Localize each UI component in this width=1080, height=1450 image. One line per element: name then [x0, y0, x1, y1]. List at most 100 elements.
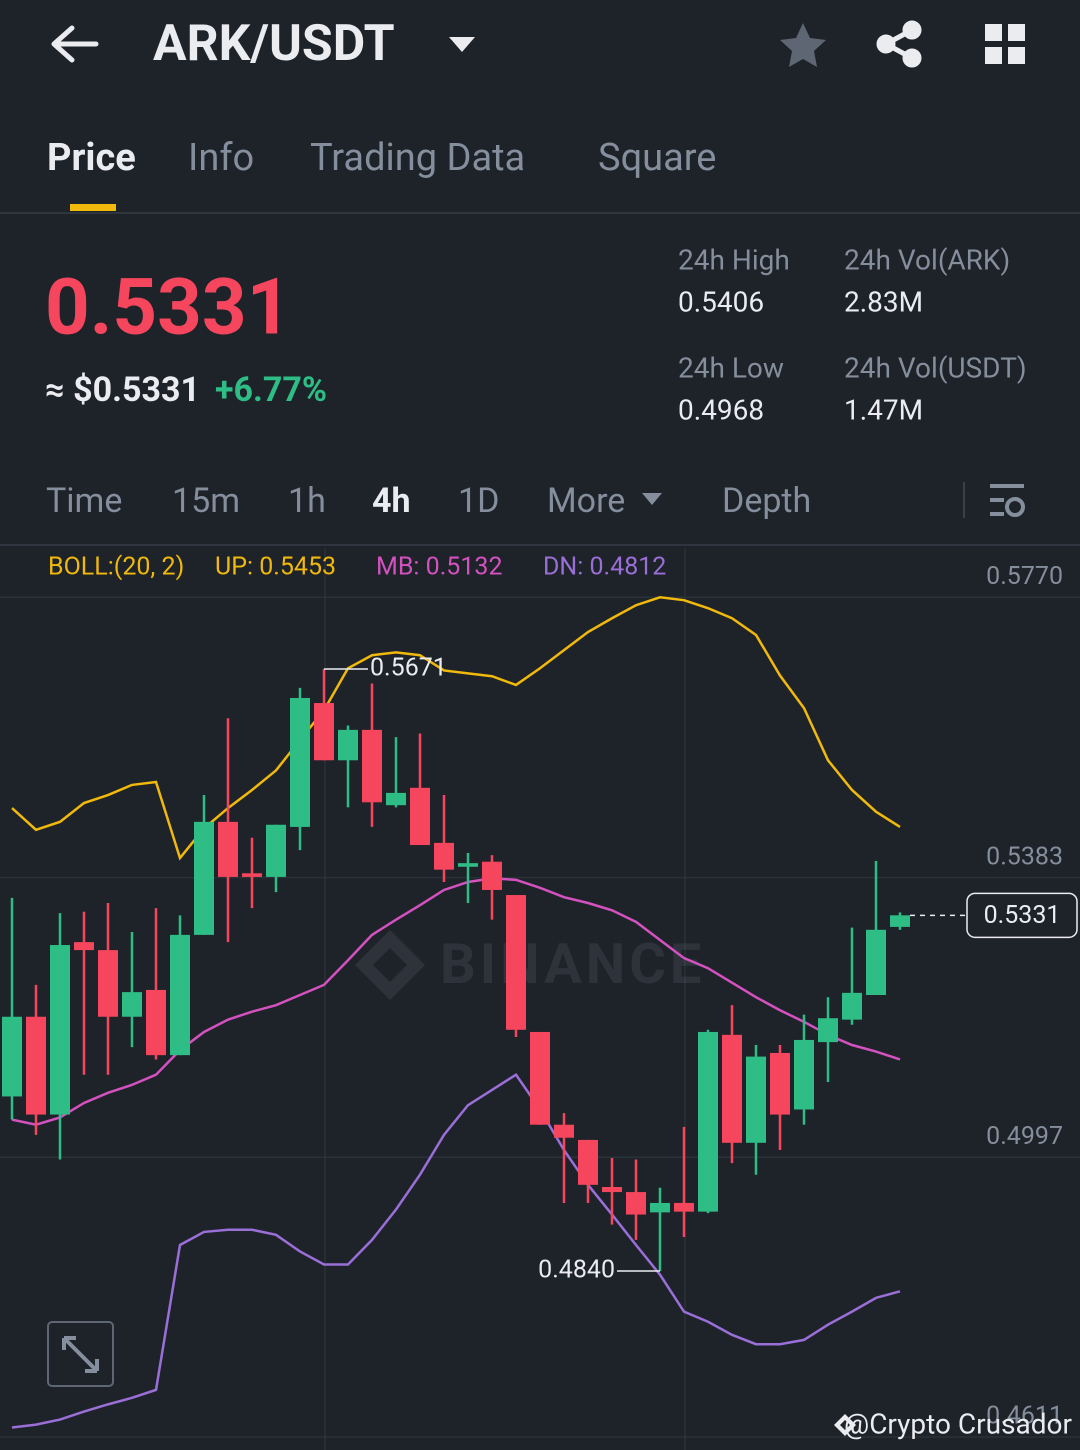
tab-indicator	[70, 204, 116, 211]
settings-gear	[1005, 497, 1025, 517]
candle-body	[530, 1031, 550, 1125]
expand-icon	[62, 1336, 99, 1373]
grid-cell	[1008, 24, 1025, 41]
candle-body	[650, 1202, 670, 1213]
candle-body	[554, 1124, 574, 1138]
more-caret[interactable]	[642, 493, 662, 505]
indicator-label: BOLL:(20, 2)	[48, 553, 184, 582]
share-lines	[880, 27, 914, 61]
settings-lines	[990, 484, 1024, 516]
back-button[interactable]	[51, 25, 99, 63]
interval[interactable]: 15m	[172, 481, 240, 521]
stat-label: 24h Vol(ARK)	[844, 243, 1010, 276]
candle-body	[2, 1016, 22, 1097]
expand-button[interactable]	[47, 1321, 114, 1387]
y-tick-label: 0.4611	[986, 1402, 1063, 1431]
favorite-star[interactable]	[780, 23, 826, 67]
stat-value: 1.47M	[844, 393, 923, 426]
candle-body	[794, 1039, 814, 1110]
interval[interactable]: More	[547, 481, 625, 521]
candle-body	[338, 729, 358, 761]
candle-body	[770, 1052, 790, 1115]
low-annotation: 0.4840	[538, 1256, 615, 1285]
candle-body	[746, 1056, 766, 1143]
stat-value: 0.4968	[678, 393, 764, 426]
interval[interactable]: 1D	[458, 481, 499, 521]
share-button[interactable]	[876, 20, 922, 68]
candle-body	[410, 787, 430, 846]
candle-body	[242, 873, 262, 877]
grid-menu[interactable]	[985, 24, 1025, 64]
candle-body	[314, 703, 334, 761]
legend-entry: MB: 0.5132	[376, 553, 503, 582]
candle-body	[146, 989, 166, 1056]
stat-label: 24h Low	[678, 351, 784, 384]
stat-value: 0.5406	[678, 285, 764, 318]
watermark: BINANCE	[355, 930, 705, 1000]
candle-body	[626, 1192, 646, 1215]
y-tick-label: 0.5770	[986, 562, 1063, 591]
candle-body	[122, 992, 142, 1017]
tab[interactable]: Trading Data	[310, 136, 525, 180]
y-tick-label: 0.4997	[986, 1122, 1063, 1151]
price-label: 0.5331	[984, 901, 1061, 930]
grid-cell	[985, 24, 1002, 41]
candle-body	[98, 950, 118, 1017]
candle-body	[194, 821, 214, 935]
interval[interactable]: Depth	[722, 481, 811, 521]
chart: 0.5770 0.5383 0.4997 0.4611 BINANCE 0.5671 0.4…	[0, 548, 1080, 1450]
last-price: 0.5331	[45, 263, 291, 354]
tab[interactable]: Info	[188, 136, 254, 180]
pair-title[interactable]: ARK/USDT	[153, 15, 395, 73]
candle-body	[890, 915, 910, 927]
candle-body	[578, 1139, 598, 1185]
watermark-logo	[355, 930, 425, 1000]
tab[interactable]: Price	[47, 136, 136, 180]
chart-settings[interactable]	[990, 484, 1025, 517]
candle-body	[386, 792, 406, 806]
candle-body	[290, 697, 310, 827]
stat-label: 24h High	[678, 243, 790, 276]
candle-body	[362, 729, 382, 803]
boll-line	[11, 595, 901, 861]
candle-body	[482, 861, 502, 890]
candle-body	[266, 824, 286, 877]
candle-body	[218, 821, 238, 877]
candle-body	[698, 1031, 718, 1212]
price-change: +6.77%	[215, 370, 327, 410]
back-arrow	[51, 25, 99, 63]
tab[interactable]: Square	[598, 136, 716, 180]
expand-frame	[47, 1321, 114, 1387]
candle-body	[602, 1187, 622, 1193]
boll-line	[11, 1073, 901, 1429]
candle-body	[26, 1016, 46, 1115]
price-box	[966, 892, 1078, 939]
boll-line	[11, 877, 901, 1126]
candle-body	[674, 1202, 694, 1212]
grid-cell	[985, 47, 1002, 64]
interval[interactable]: Time	[46, 481, 122, 521]
interval[interactable]: 1h	[288, 481, 326, 521]
interval-active[interactable]: 4h	[372, 481, 411, 521]
credit: @Crypto Crusador	[844, 1407, 1072, 1440]
share-dot	[902, 20, 922, 40]
stat-value: 2.83M	[844, 285, 923, 318]
y-tick-label: 0.5383	[986, 842, 1063, 871]
legend-entry: UP: 0.5453	[215, 553, 336, 582]
candle-body	[506, 895, 526, 1030]
candle-body	[818, 1018, 838, 1043]
stat-label: 24h Vol(USDT)	[844, 351, 1027, 384]
pair-dropdown[interactable]	[449, 37, 475, 52]
grid-cell	[1008, 47, 1025, 64]
candle-body	[74, 942, 94, 951]
candle-body	[842, 992, 862, 1020]
candle-body	[722, 1034, 742, 1143]
high-annotation: 0.5671	[370, 654, 447, 683]
credit-icon	[834, 1414, 856, 1436]
usd-price: ≈ $0.5331	[45, 370, 200, 410]
candle-body	[458, 863, 478, 867]
watermark-text: BINANCE	[440, 931, 705, 997]
